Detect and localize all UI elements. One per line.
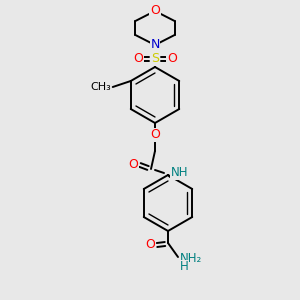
Text: O: O — [145, 238, 155, 251]
Text: O: O — [150, 4, 160, 17]
Text: O: O — [133, 52, 143, 65]
Text: NH₂: NH₂ — [180, 251, 202, 265]
Text: NH: NH — [171, 167, 188, 179]
Text: O: O — [128, 158, 138, 172]
Text: O: O — [167, 52, 177, 65]
Text: O: O — [150, 128, 160, 142]
Text: CH₃: CH₃ — [90, 82, 111, 92]
Text: H: H — [180, 260, 188, 274]
Text: N: N — [150, 38, 160, 52]
Text: S: S — [151, 52, 159, 65]
